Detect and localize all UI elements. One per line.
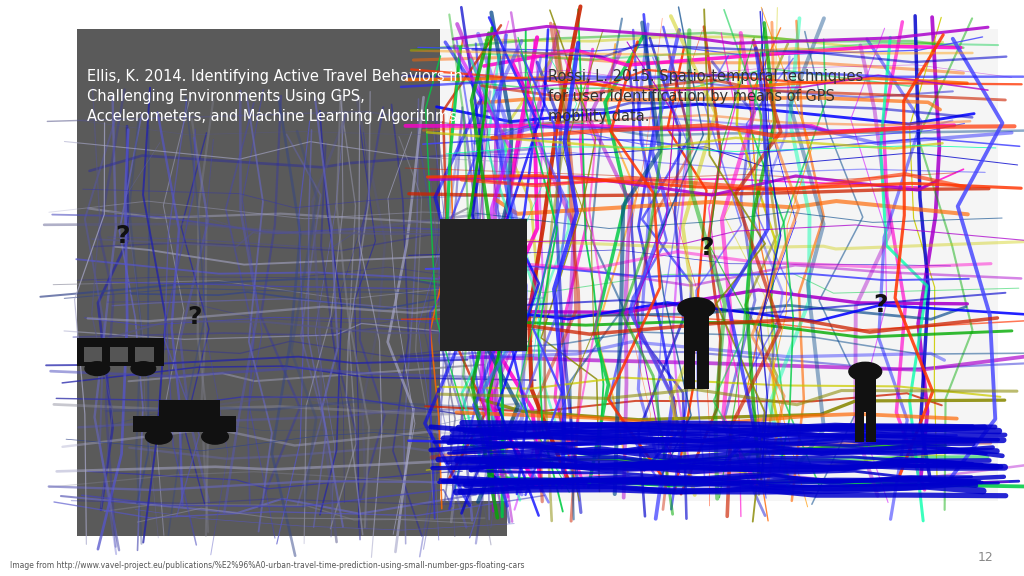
Text: Ellis, K. 2014. Identifying Active Travel Behaviors in
Challenging Environments : Ellis, K. 2014. Identifying Active Trave… <box>87 69 463 124</box>
Bar <box>135 347 154 362</box>
Bar <box>110 347 128 362</box>
Text: Rossi, L. 2015. Spatio-temporal techniques
for user identification by means of G: Rossi, L. 2015. Spatio-temporal techniqu… <box>548 69 863 124</box>
Bar <box>855 374 876 412</box>
Bar <box>440 29 998 501</box>
Bar <box>84 347 102 362</box>
Bar <box>684 311 709 351</box>
Circle shape <box>145 429 172 444</box>
Text: ?: ? <box>116 224 130 248</box>
Circle shape <box>131 362 156 376</box>
Circle shape <box>202 429 228 444</box>
Circle shape <box>678 298 715 319</box>
Bar <box>697 348 709 389</box>
Circle shape <box>849 362 882 381</box>
Bar <box>855 410 864 442</box>
Text: ?: ? <box>187 305 202 329</box>
Text: 12: 12 <box>978 551 993 564</box>
Text: ?: ? <box>873 293 888 317</box>
Text: Image from http://www.vavel-project.eu/publications/%E2%96%A0-urban-travel-time-: Image from http://www.vavel-project.eu/p… <box>10 561 524 570</box>
Bar <box>159 400 220 416</box>
Text: ?: ? <box>699 236 714 260</box>
Bar <box>866 410 876 442</box>
Bar <box>77 338 164 366</box>
Circle shape <box>85 362 110 376</box>
Bar <box>133 416 236 432</box>
Bar <box>77 29 507 536</box>
Bar <box>440 219 527 351</box>
Bar <box>77 29 507 536</box>
Bar <box>684 348 695 389</box>
